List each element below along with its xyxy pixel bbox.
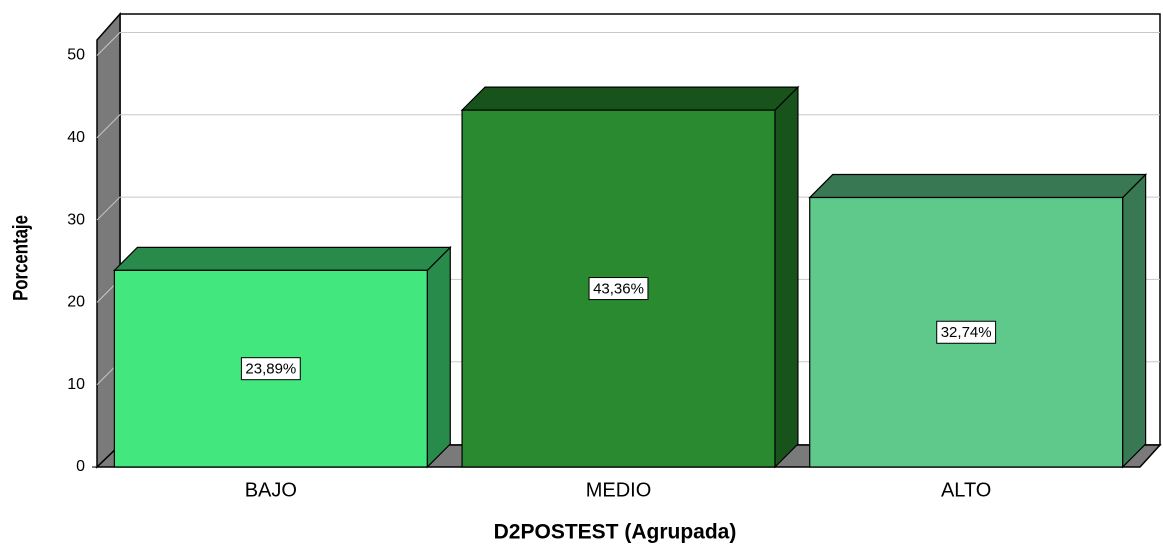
y-axis-title: Porcentaje bbox=[10, 215, 33, 301]
y-tick-label: 40 bbox=[67, 129, 85, 146]
y-tick-label: 0 bbox=[76, 458, 85, 475]
grid-line bbox=[96, 114, 1160, 139]
bar-side bbox=[774, 85, 799, 469]
grid-line bbox=[96, 31, 1160, 56]
value-label: 43,36% bbox=[593, 281, 644, 298]
value-label: 23,89% bbox=[245, 361, 296, 378]
x-tick-label: MEDIO bbox=[586, 479, 652, 501]
bar-top bbox=[808, 173, 1148, 199]
y-tick-label: 10 bbox=[67, 376, 85, 393]
bar bbox=[112, 245, 452, 469]
value-label-box bbox=[588, 277, 649, 301]
x-tick-label: BAJO bbox=[245, 479, 297, 501]
value-label-box bbox=[936, 320, 997, 344]
x-axis-title: D2POSTEST (Agrupada) bbox=[494, 521, 737, 544]
bar-side bbox=[426, 245, 451, 469]
y-tick-label: 30 bbox=[67, 211, 85, 228]
y-tick-label: 50 bbox=[67, 47, 85, 64]
bar-side bbox=[1122, 173, 1147, 469]
y-tick-label: 20 bbox=[67, 294, 85, 311]
value-label-box bbox=[240, 357, 301, 381]
bar-top bbox=[460, 86, 800, 111]
value-label: 32,74% bbox=[941, 324, 992, 341]
bar-top bbox=[112, 246, 452, 271]
x-tick-label: ALTO bbox=[941, 479, 991, 501]
